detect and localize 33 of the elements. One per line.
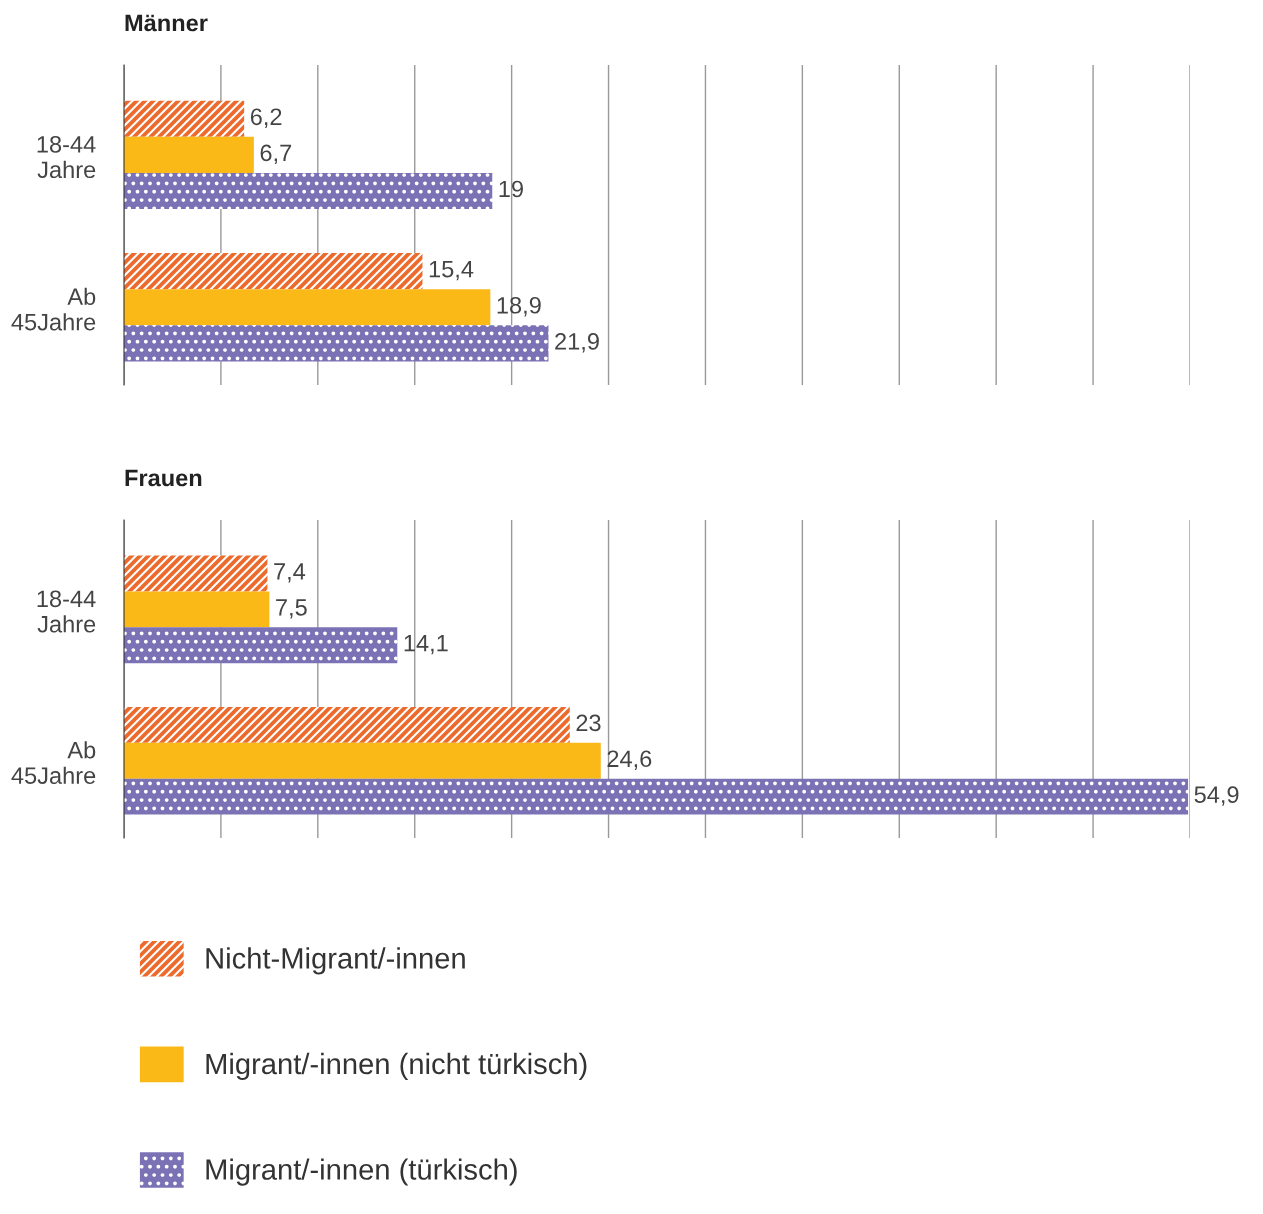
bar	[124, 555, 268, 592]
data-label: 7,5	[276, 599, 307, 619]
legend-label: Nicht-Migrant/-innen	[206, 947, 465, 975]
bar	[124, 136, 254, 173]
bar	[124, 627, 398, 664]
y-tick-label: Ab 45Jahre	[11, 287, 96, 331]
y-tick-label: 18-44 Jahre	[37, 590, 96, 633]
chart-title: Männer	[125, 14, 208, 32]
data-label: 18,9	[497, 296, 541, 317]
bar	[124, 706, 570, 743]
bar	[124, 100, 245, 137]
data-label: 15,4	[429, 261, 474, 281]
data-label: 19	[499, 180, 523, 198]
bar	[124, 591, 270, 628]
legend-label: Migrant/-innen (nicht türkisch)	[206, 1052, 587, 1081]
data-label: 7,4	[274, 563, 306, 583]
data-label: 24,6	[607, 750, 652, 770]
legend-label: Migrant/-innen (türkisch)	[206, 1158, 517, 1186]
bar	[124, 325, 549, 362]
bar	[124, 172, 493, 210]
data-label: 23	[576, 714, 601, 732]
data-label: 21,9	[555, 333, 599, 353]
data-label: 54,9	[1194, 786, 1239, 806]
bar	[124, 778, 1189, 815]
chart-title: Frauen	[125, 469, 202, 487]
y-tick-label: 18-44 Jahre	[37, 135, 96, 179]
data-label: 6,7	[260, 144, 292, 165]
data-label: 14,1	[404, 635, 448, 655]
y-tick-label: Ab 45Jahre	[11, 741, 96, 784]
data-label: 6,2	[250, 108, 282, 128]
bar	[124, 253, 423, 290]
bar	[124, 289, 491, 326]
bar	[124, 742, 601, 779]
